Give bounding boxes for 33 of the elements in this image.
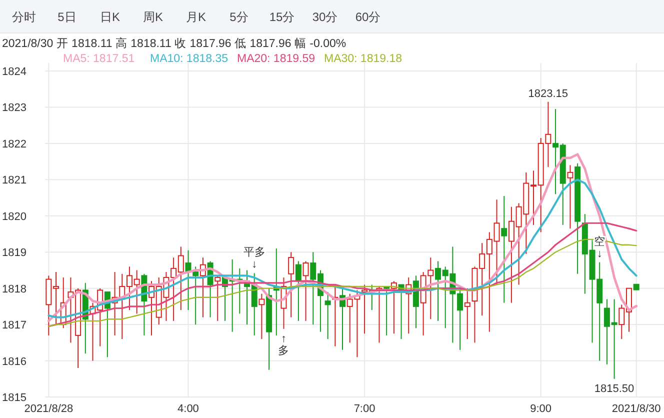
text: 5日 <box>58 10 76 24</box>
text: 15分 <box>269 10 295 24</box>
x-tick-label: 4:00 <box>178 403 199 415</box>
y-tick-label: 1821 <box>2 174 26 187</box>
y-tick-label: 1824 <box>2 66 26 78</box>
text: MA30: 1819.18 <box>324 53 402 65</box>
x-tick-label: 2021/8/28 <box>24 403 74 415</box>
y-tick-label: 1816 <box>2 356 26 368</box>
chart-subtitle: 2021/8/30 开 1818.11 高 1818.11 收 1817.96 低 1817.96 幅 -0.00% <box>2 36 346 50</box>
annotation: 平多 ↓ <box>243 246 266 271</box>
y-tick-label: 1820 <box>2 210 26 223</box>
y-tick-label: 1823 <box>2 102 26 114</box>
y-tick-label: 1822 <box>2 138 26 150</box>
annotation: ↑ 多 <box>278 332 290 357</box>
text: MA10: 1818.35 <box>150 53 228 65</box>
text: 60分 <box>355 10 381 24</box>
x-tick-label: 7:00 <box>354 403 376 415</box>
y-tick-label: 1819 <box>2 247 26 260</box>
y-tick-label: 1817 <box>2 320 26 332</box>
text: MA5: 1817.51 <box>63 53 135 65</box>
y-tick-label: 1818 <box>2 283 26 296</box>
y-tick-label: 1815 <box>2 392 26 404</box>
text: 5分 <box>230 10 248 24</box>
text: MA20: 1819.59 <box>237 53 316 65</box>
annotation: 1823.15 <box>528 88 568 100</box>
text: 月K <box>186 10 206 24</box>
text: 30分 <box>312 10 338 24</box>
text: 周K <box>142 10 164 24</box>
x-tick-label: 2021/8/30 <box>612 403 661 415</box>
text: 分时 <box>12 10 36 24</box>
text: 日K <box>100 10 120 24</box>
annotation: 1815.50 <box>594 382 634 395</box>
x-tick-label: 9:00 <box>530 403 552 415</box>
